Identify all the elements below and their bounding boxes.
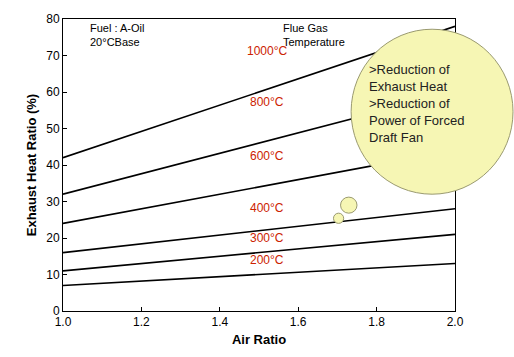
svg-text:0: 0 (53, 304, 60, 318)
svg-text:30: 30 (46, 195, 60, 209)
svg-text:80: 80 (46, 12, 60, 26)
svg-text:40: 40 (46, 158, 60, 172)
svg-text:1.4: 1.4 (211, 315, 228, 329)
svg-text:20: 20 (46, 231, 60, 245)
svg-text:300°C: 300°C (250, 231, 284, 245)
svg-text:Flue GasTemperature: Flue GasTemperature (283, 22, 345, 48)
svg-text:>Reduction ofExhaust Heat>Redu: >Reduction ofExhaust Heat>Reduction ofPo… (369, 62, 464, 145)
svg-text:1.8: 1.8 (368, 315, 385, 329)
svg-text:Fuel : A-Oil20°CBase: Fuel : A-Oil20°CBase (90, 22, 144, 48)
svg-text:60: 60 (46, 85, 60, 99)
svg-text:Air Ratio: Air Ratio (232, 332, 286, 347)
svg-text:1.2: 1.2 (133, 315, 150, 329)
svg-text:Exhaust Heat Ratio (%): Exhaust Heat Ratio (%) (24, 94, 39, 236)
svg-text:50: 50 (46, 122, 60, 136)
svg-text:800°C: 800°C (250, 95, 284, 109)
svg-text:10: 10 (46, 268, 60, 282)
svg-text:400°C: 400°C (250, 201, 284, 215)
svg-text:70: 70 (46, 49, 60, 63)
svg-text:2.0: 2.0 (447, 315, 464, 329)
svg-text:1.6: 1.6 (290, 315, 307, 329)
svg-text:1.0: 1.0 (55, 315, 72, 329)
svg-text:1000°C: 1000°C (247, 44, 287, 58)
svg-text:600°C: 600°C (250, 149, 284, 163)
svg-text:200°C: 200°C (250, 253, 284, 267)
